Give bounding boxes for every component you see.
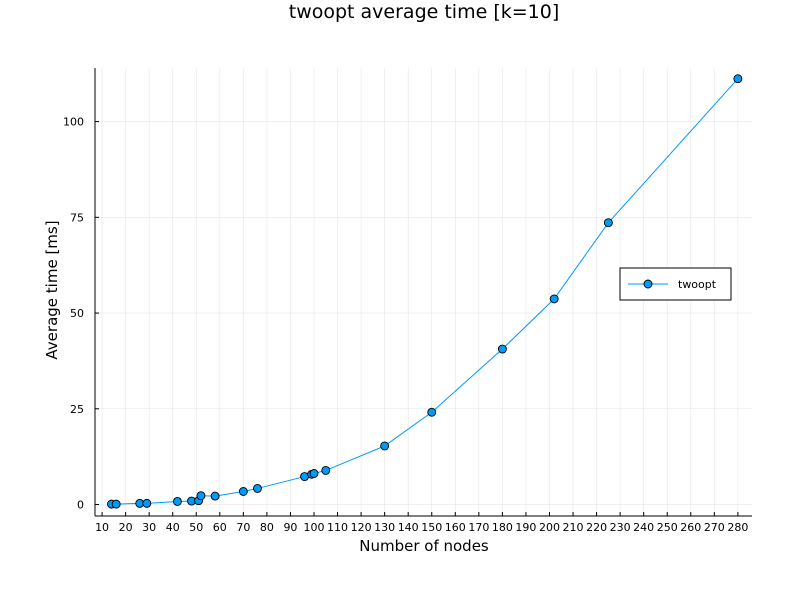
data-point <box>210 491 220 501</box>
data-point <box>172 496 182 506</box>
x-axis-label: Number of nodes <box>359 537 489 555</box>
x-tick-label: 140 <box>398 521 419 534</box>
x-tick-label: 40 <box>166 521 180 534</box>
chart-title: twoopt average time [k=10] <box>289 1 560 23</box>
x-tick-label: 170 <box>468 521 489 534</box>
series-group <box>107 74 743 509</box>
x-tick-label: 220 <box>586 521 607 534</box>
x-ticks: 10 20 30 40 50 60 70 80 90 100 110 120 130 140 150 160 1… <box>95 512 748 534</box>
x-tick-label: 160 <box>445 521 466 534</box>
x-tick-label: 10 <box>95 521 109 534</box>
data-point <box>427 407 437 417</box>
data-point <box>253 483 262 493</box>
y-tick-label: 75 <box>70 211 84 224</box>
y-tick-label: 100 <box>63 116 84 129</box>
y-tick-label: 25 <box>70 403 84 416</box>
x-tick-label: 120 <box>351 521 372 534</box>
data-point <box>321 465 331 475</box>
legend-label: twoopt <box>678 278 717 291</box>
data-point <box>196 491 206 501</box>
legend: twoopt <box>619 267 732 301</box>
data-point <box>238 487 248 496</box>
x-tick-label: 30 <box>142 521 156 534</box>
data-point <box>497 344 507 354</box>
x-tick-label: 150 <box>421 521 442 534</box>
axes <box>94 68 752 517</box>
x-tick-label: 80 <box>260 521 274 534</box>
data-point <box>733 74 743 84</box>
data-point <box>309 469 319 478</box>
x-tick-label: 250 <box>657 521 678 534</box>
x-tick-label: 210 <box>563 521 584 534</box>
x-tick-label: 90 <box>283 521 297 534</box>
y-tick-label: 0 <box>77 499 84 512</box>
x-tick-label: 110 <box>327 521 348 534</box>
x-tick-label: 50 <box>189 521 203 534</box>
data-point <box>549 294 559 304</box>
data-point <box>142 498 152 508</box>
x-tick-label: 200 <box>539 521 560 534</box>
y-tick-label: 50 <box>70 307 84 320</box>
x-tick-label: 100 <box>304 521 325 534</box>
data-point <box>603 218 613 228</box>
y-ticks: 0 25 50 75 100 <box>63 116 99 512</box>
x-tick-label: 270 <box>704 521 725 534</box>
x-tick-label: 70 <box>236 521 250 534</box>
x-tick-label: 180 <box>492 521 513 534</box>
x-tick-label: 60 <box>213 521 227 534</box>
y-axis-label: Average time [ms] <box>43 220 61 359</box>
x-tick-label: 280 <box>727 521 748 534</box>
x-tick-label: 130 <box>374 521 395 534</box>
x-tick-label: 260 <box>680 521 701 534</box>
x-tick-label: 20 <box>119 521 133 534</box>
legend-marker <box>643 279 653 289</box>
x-tick-label: 230 <box>610 521 631 534</box>
data-point <box>380 441 390 451</box>
x-tick-label: 240 <box>633 521 654 534</box>
data-point <box>111 499 121 509</box>
x-tick-label: 190 <box>515 521 536 534</box>
